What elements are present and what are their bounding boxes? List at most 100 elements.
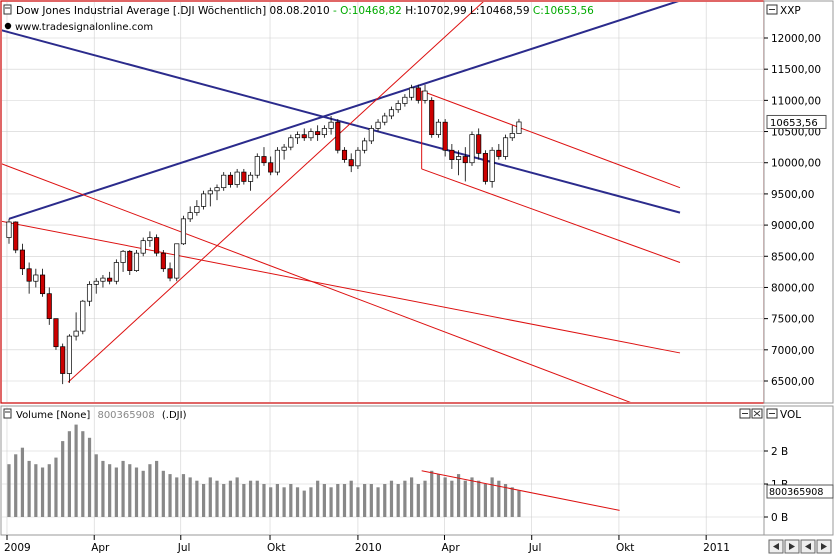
volume-bar bbox=[289, 484, 293, 517]
red-trendline bbox=[2, 220, 681, 354]
candle-body bbox=[456, 156, 462, 160]
scroll-right-icon[interactable] bbox=[816, 539, 832, 554]
price-tick-label: 11000,00 bbox=[771, 95, 821, 107]
volume-bar bbox=[195, 480, 199, 517]
candle bbox=[362, 137, 368, 154]
candle bbox=[147, 231, 153, 247]
volume-bar bbox=[342, 484, 347, 517]
volume-bar bbox=[61, 441, 65, 517]
candle bbox=[167, 262, 173, 282]
candle-body bbox=[113, 262, 119, 282]
ohlc-high-low: H:10702,99 L:10468,59 bbox=[405, 5, 529, 17]
volume-bar bbox=[275, 484, 279, 517]
candle bbox=[509, 125, 515, 141]
volume-bar bbox=[369, 484, 373, 517]
volume-bar bbox=[376, 487, 380, 517]
candle bbox=[422, 84, 428, 104]
candle bbox=[160, 250, 166, 272]
volume-bar bbox=[497, 480, 501, 517]
volume-bar bbox=[436, 474, 441, 517]
time-tick-label: 2011 bbox=[703, 542, 730, 554]
close-icon[interactable] bbox=[751, 408, 763, 419]
volume-bar bbox=[336, 484, 340, 517]
candle bbox=[180, 215, 187, 246]
candle-body bbox=[409, 87, 415, 98]
candle-body bbox=[133, 252, 140, 271]
scroll-right-icon[interactable] bbox=[784, 539, 800, 554]
candle-body bbox=[375, 121, 381, 129]
time-tick-label: Apr bbox=[441, 542, 460, 554]
candle bbox=[281, 144, 287, 160]
chart-title: Dow Jones Industrial Average [.DJI Wöche… bbox=[16, 5, 330, 17]
time-tick-label: Jul bbox=[528, 542, 542, 554]
volume-bar bbox=[228, 480, 233, 517]
volume-bar bbox=[389, 480, 394, 517]
candle-body bbox=[281, 146, 287, 151]
candle-body bbox=[321, 128, 327, 136]
candle bbox=[429, 97, 435, 138]
candle bbox=[13, 221, 19, 254]
resize-icon[interactable] bbox=[739, 408, 751, 419]
volume-bar bbox=[134, 467, 139, 517]
candle bbox=[19, 243, 25, 275]
candle bbox=[221, 172, 227, 191]
volume-tick-label: 0 B bbox=[771, 512, 788, 524]
volume-bar bbox=[81, 431, 85, 517]
candle bbox=[516, 118, 522, 134]
resize-icon[interactable] bbox=[766, 408, 778, 419]
scroll-left-icon[interactable] bbox=[768, 539, 784, 554]
candle-body bbox=[73, 330, 79, 337]
candle-body bbox=[187, 212, 193, 220]
volume-bar bbox=[510, 487, 514, 517]
candle bbox=[388, 106, 395, 120]
time-tick-label: Apr bbox=[91, 542, 110, 554]
window-menu-icon[interactable] bbox=[3, 4, 12, 15]
candle bbox=[375, 119, 381, 132]
red-trendline bbox=[67, 2, 484, 383]
candle bbox=[227, 172, 233, 188]
volume-bar bbox=[208, 477, 212, 517]
volume-bar bbox=[215, 480, 219, 517]
volume-bar bbox=[396, 484, 400, 517]
candle bbox=[449, 144, 455, 169]
candle bbox=[489, 147, 495, 188]
candle bbox=[93, 278, 99, 294]
candle bbox=[315, 125, 321, 141]
candle-body bbox=[167, 268, 173, 279]
volume-bar bbox=[128, 464, 132, 517]
candle-body bbox=[13, 221, 19, 251]
candle bbox=[442, 119, 448, 157]
volume-bar bbox=[302, 490, 306, 517]
candle-body bbox=[362, 140, 368, 151]
candle-body bbox=[60, 346, 66, 374]
window-menu-icon[interactable] bbox=[3, 408, 12, 419]
ohlc-open: - O:10468,82 bbox=[333, 5, 402, 17]
candle-body bbox=[335, 121, 341, 151]
candle bbox=[39, 268, 46, 297]
red-trendline bbox=[421, 90, 681, 189]
candle-body bbox=[227, 174, 233, 185]
candle bbox=[348, 153, 354, 173]
candle-body bbox=[348, 159, 354, 167]
volume-series bbox=[7, 424, 620, 517]
price-tick-label: 11500,00 bbox=[771, 64, 821, 76]
price-tick-label: 6500,00 bbox=[771, 376, 814, 388]
candle-body bbox=[489, 149, 495, 182]
candle bbox=[127, 250, 133, 275]
volume-bar bbox=[222, 484, 226, 517]
ohlc-close: C:10653,56 bbox=[533, 5, 594, 17]
time-axis-area bbox=[0, 536, 834, 557]
volume-bar bbox=[168, 474, 172, 517]
candle-body bbox=[80, 300, 86, 332]
volume-bar bbox=[242, 484, 246, 517]
price-tick-label: 8000,00 bbox=[771, 282, 814, 294]
scroll-left-icon[interactable] bbox=[800, 539, 816, 554]
candle-body bbox=[402, 96, 408, 104]
volume-bar bbox=[27, 460, 31, 517]
resize-icon[interactable] bbox=[766, 4, 778, 15]
candle bbox=[328, 115, 334, 135]
candle-body bbox=[496, 149, 502, 157]
candle bbox=[496, 144, 502, 160]
candle bbox=[207, 187, 213, 207]
